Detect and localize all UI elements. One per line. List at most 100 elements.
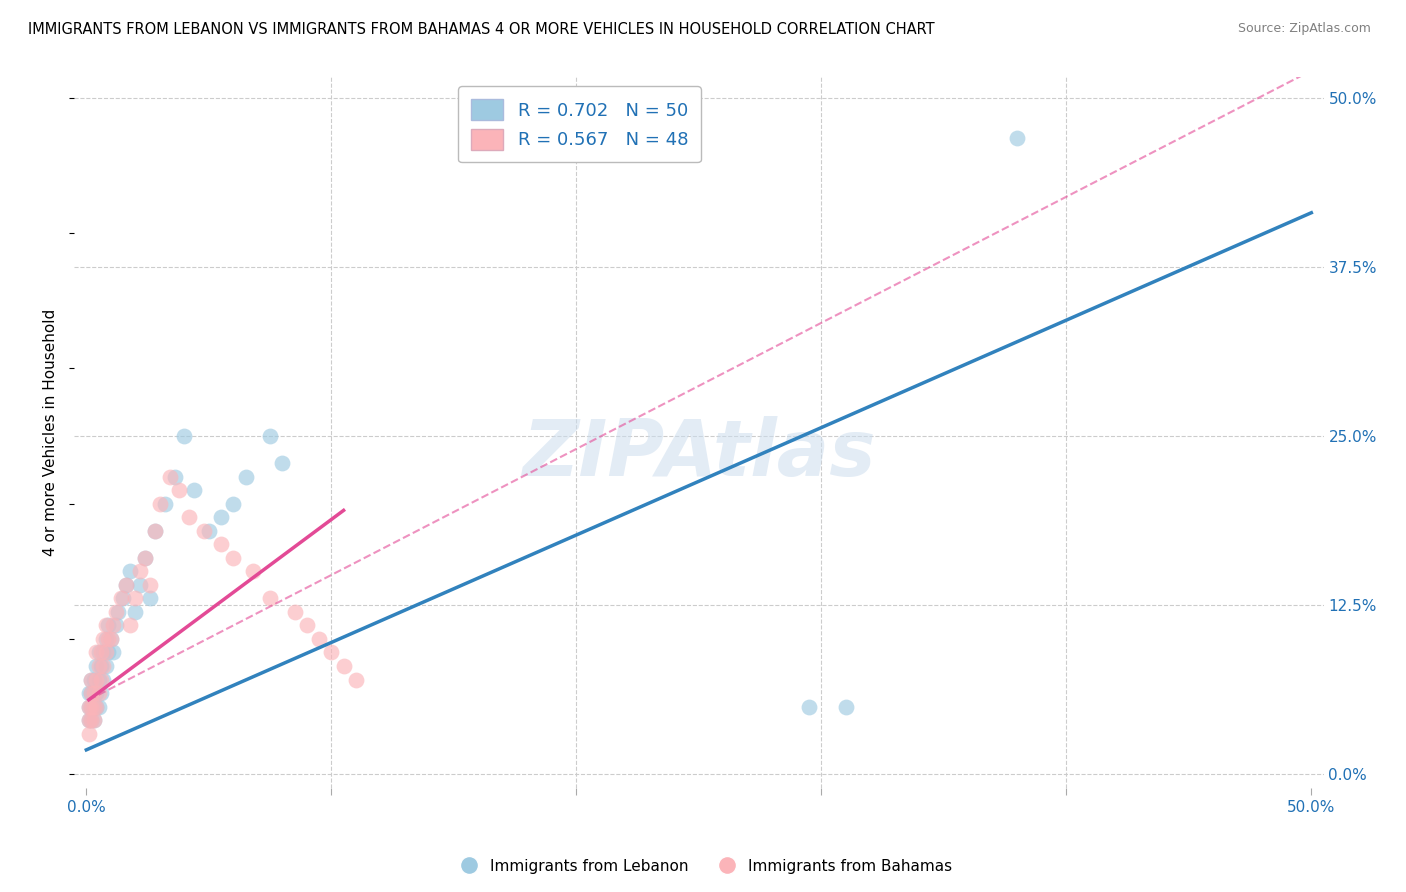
Point — [84, 659, 107, 673]
Legend: R = 0.702   N = 50, R = 0.567   N = 48: R = 0.702 N = 50, R = 0.567 N = 48 — [458, 87, 700, 162]
Point — [97, 645, 120, 659]
Point — [103, 618, 125, 632]
Point — [84, 645, 107, 659]
Point — [114, 578, 136, 592]
Point — [284, 605, 307, 619]
Point — [321, 645, 343, 659]
Point — [198, 524, 221, 538]
Point — [77, 713, 100, 727]
Point — [193, 524, 215, 538]
Point — [153, 497, 176, 511]
Point — [83, 713, 105, 727]
Point — [295, 618, 318, 632]
Point — [84, 686, 107, 700]
Point — [80, 673, 103, 687]
Point — [94, 632, 117, 646]
Point — [77, 713, 100, 727]
Point — [84, 699, 107, 714]
Point — [143, 524, 166, 538]
Point — [143, 524, 166, 538]
Point — [77, 699, 100, 714]
Text: ZIPAtlas: ZIPAtlas — [522, 416, 876, 491]
Point — [163, 469, 186, 483]
Point — [84, 699, 107, 714]
Point — [90, 673, 112, 687]
Text: Source: ZipAtlas.com: Source: ZipAtlas.com — [1237, 22, 1371, 36]
Point — [97, 632, 120, 646]
Point — [308, 632, 330, 646]
Point — [134, 550, 156, 565]
Point — [124, 591, 146, 606]
Point — [90, 659, 112, 673]
Point — [83, 686, 105, 700]
Point — [222, 550, 245, 565]
Point — [134, 550, 156, 565]
Point — [83, 686, 105, 700]
Point — [77, 686, 100, 700]
Point — [94, 659, 117, 673]
Point — [159, 469, 181, 483]
Point — [90, 686, 112, 700]
Point — [93, 673, 115, 687]
Point — [107, 605, 129, 619]
Point — [80, 686, 103, 700]
Point — [173, 429, 195, 443]
Point — [344, 673, 367, 687]
Point — [110, 591, 132, 606]
Point — [129, 564, 152, 578]
Point — [104, 618, 127, 632]
Point — [90, 645, 112, 659]
Point — [235, 469, 257, 483]
Point — [80, 713, 103, 727]
Point — [80, 686, 103, 700]
Point — [222, 497, 245, 511]
Point — [94, 645, 117, 659]
Point — [87, 686, 110, 700]
Point — [332, 659, 354, 673]
Point — [139, 578, 162, 592]
Point — [97, 618, 120, 632]
Point — [242, 564, 264, 578]
Point — [209, 537, 232, 551]
Point — [129, 578, 152, 592]
Point — [80, 699, 103, 714]
Point — [80, 673, 103, 687]
Point — [103, 645, 125, 659]
Text: IMMIGRANTS FROM LEBANON VS IMMIGRANTS FROM BAHAMAS 4 OR MORE VEHICLES IN HOUSEHO: IMMIGRANTS FROM LEBANON VS IMMIGRANTS FR… — [28, 22, 935, 37]
Point — [179, 510, 201, 524]
Point — [259, 591, 281, 606]
Point — [100, 632, 122, 646]
Point — [87, 699, 110, 714]
Point — [93, 645, 115, 659]
Point — [83, 699, 105, 714]
Point — [835, 699, 858, 714]
Point — [83, 673, 105, 687]
Point — [259, 429, 281, 443]
Point — [77, 726, 100, 740]
Point — [271, 456, 294, 470]
Point — [120, 618, 142, 632]
Point — [1007, 131, 1029, 145]
Point — [209, 510, 232, 524]
Point — [124, 605, 146, 619]
Point — [100, 632, 122, 646]
Point — [104, 605, 127, 619]
Y-axis label: 4 or more Vehicles in Household: 4 or more Vehicles in Household — [44, 309, 58, 557]
Point — [80, 699, 103, 714]
Point — [87, 645, 110, 659]
Point — [83, 699, 105, 714]
Point — [169, 483, 191, 497]
Point — [84, 673, 107, 687]
Point — [83, 713, 105, 727]
Point — [139, 591, 162, 606]
Point — [77, 699, 100, 714]
Legend: Immigrants from Lebanon, Immigrants from Bahamas: Immigrants from Lebanon, Immigrants from… — [447, 853, 959, 880]
Point — [183, 483, 205, 497]
Point — [112, 591, 135, 606]
Point — [87, 673, 110, 687]
Point — [797, 699, 820, 714]
Point — [120, 564, 142, 578]
Point — [80, 713, 103, 727]
Point — [93, 659, 115, 673]
Point — [94, 618, 117, 632]
